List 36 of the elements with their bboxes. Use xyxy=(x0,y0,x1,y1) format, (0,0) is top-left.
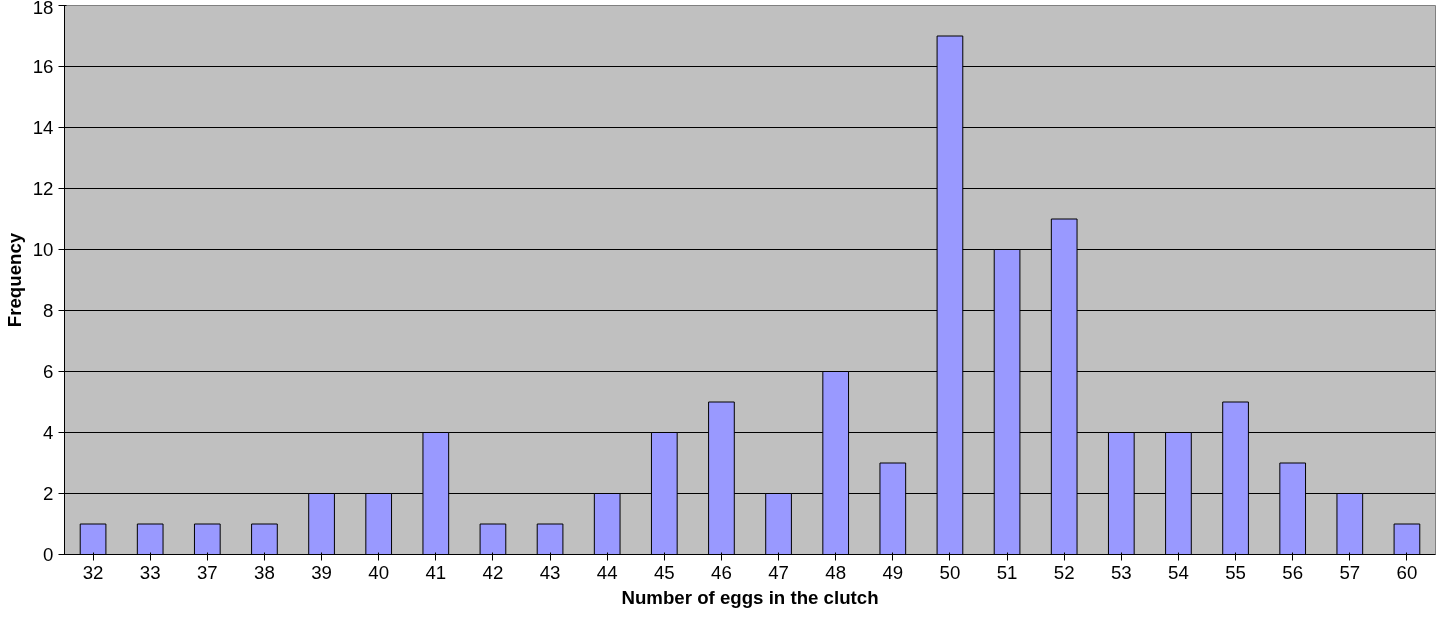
x-tick-label: 41 xyxy=(425,561,447,583)
x-tick-label: 46 xyxy=(711,561,732,583)
x-tick-label: 38 xyxy=(254,561,275,583)
y-tick-label: 10 xyxy=(32,239,54,260)
x-tick-label: 44 xyxy=(596,561,618,583)
y-tick-label: 16 xyxy=(32,56,54,77)
x-tick-label: 50 xyxy=(939,561,961,583)
x-tick-label: 32 xyxy=(82,561,104,583)
x-tick-label: 45 xyxy=(653,561,675,583)
x-axis-title: Number of eggs in the clutch xyxy=(621,586,879,608)
x-tick-label: 43 xyxy=(539,561,561,583)
x-tick-label: 33 xyxy=(139,561,161,583)
x-tick-label: 57 xyxy=(1339,561,1361,583)
x-tick-label: 48 xyxy=(825,561,847,583)
x-tick-label: 56 xyxy=(1282,561,1304,583)
x-tick-label: 40 xyxy=(368,561,390,583)
x-tick-label: 52 xyxy=(1053,561,1075,583)
y-axis-title: Frequency xyxy=(3,232,25,328)
x-tick-label: 55 xyxy=(1225,561,1246,583)
x-tick-label: 42 xyxy=(482,561,504,583)
y-tick-label: 12 xyxy=(32,178,54,199)
y-tick-label: 8 xyxy=(43,300,54,321)
x-tick-label: 53 xyxy=(1110,561,1132,583)
x-tick-label: 37 xyxy=(196,561,218,583)
x-tick-label: 49 xyxy=(882,561,904,583)
y-tick-label: 6 xyxy=(43,361,54,382)
y-tick-label: 14 xyxy=(32,117,54,138)
x-tick-label: 60 xyxy=(1396,561,1418,583)
y-tick-label: 2 xyxy=(43,483,54,504)
x-tick-label: 47 xyxy=(768,561,789,583)
y-tick-label: 18 xyxy=(32,0,54,18)
x-tick-label: 39 xyxy=(311,561,332,583)
x-tick-label: 54 xyxy=(1168,561,1189,583)
y-tick-label: 4 xyxy=(43,422,54,443)
x-tick-label: 51 xyxy=(996,561,1018,583)
y-tick-label: 0 xyxy=(43,544,54,565)
